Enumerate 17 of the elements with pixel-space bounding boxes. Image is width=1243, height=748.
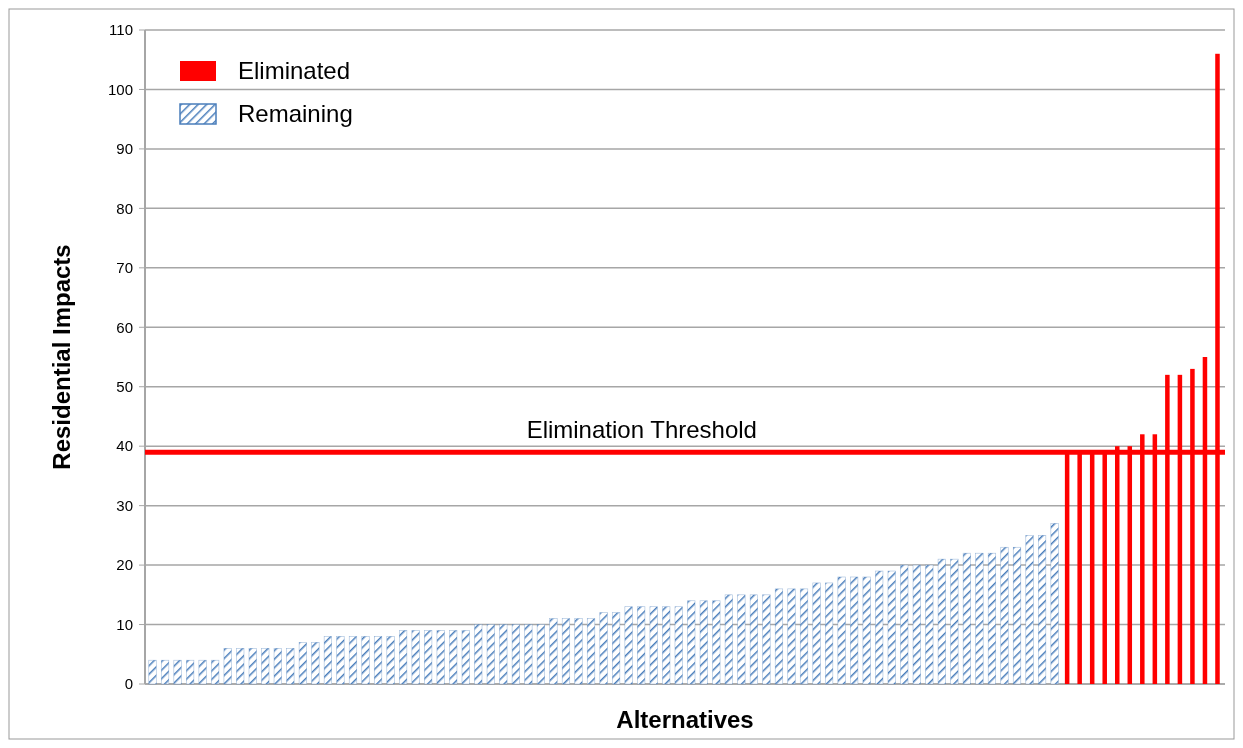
legend-label: Eliminated <box>238 57 351 85</box>
y-tick-label: 60 <box>116 318 133 336</box>
y-axis-title: Residential Impacts <box>48 244 75 470</box>
ref-line-label: Elimination Threshold <box>526 416 757 444</box>
y-tick-label: 100 <box>107 80 133 98</box>
y-tick-label: 50 <box>116 377 133 395</box>
legend-label: Remaining <box>238 100 353 128</box>
y-tick-label: 30 <box>116 496 133 514</box>
y-tick-label: 40 <box>116 437 133 455</box>
y-tick-label: 110 <box>109 21 133 39</box>
y-tick-label: 0 <box>124 675 133 693</box>
y-tick-label: 90 <box>116 140 133 158</box>
x-axis-title: Alternatives <box>616 706 754 733</box>
y-tick-label: 70 <box>116 259 133 277</box>
y-tick-label: 10 <box>116 615 133 633</box>
y-tick-label: 20 <box>116 556 133 574</box>
y-tick-label: 80 <box>116 199 133 217</box>
